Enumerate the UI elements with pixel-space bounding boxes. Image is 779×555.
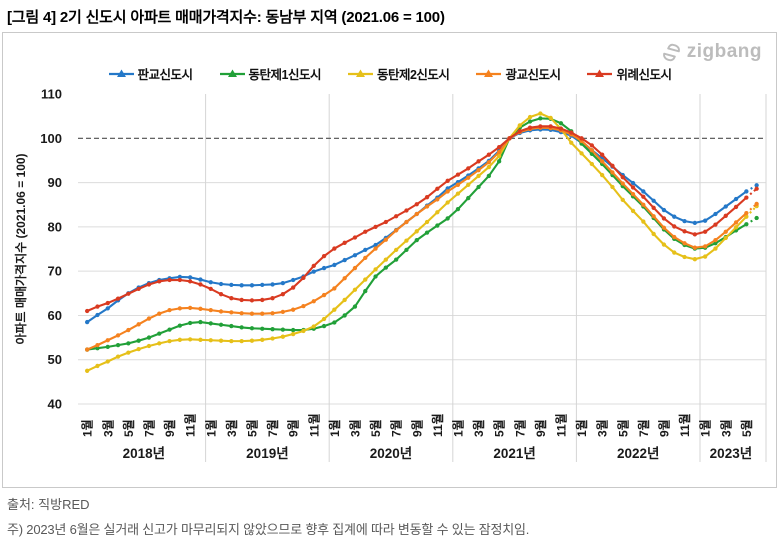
legend-marker-pangyo xyxy=(108,69,134,77)
legend-marker-wirye xyxy=(587,69,613,77)
legend-item-dongtan2: 동탄제2신도시 xyxy=(347,64,450,83)
zigbang-logo-text: zigbang xyxy=(686,41,762,62)
legend-label-wirye: 위례신도시 xyxy=(616,68,672,82)
legend-marker-dongtan1 xyxy=(219,69,245,77)
footnote-text: 주) 2023년 6월은 실거래 신고가 마무리되지 않았으므로 향후 집계에 … xyxy=(7,522,530,537)
chart-panel: zigbang 판교신도시 동탄제1신도시 동탄제2신도시 광교신도시 위례신도… xyxy=(2,32,777,488)
legend-label-dongtan2: 동탄제2신도시 xyxy=(376,68,450,82)
legend-item-wirye: 위례신도시 xyxy=(586,64,672,83)
figure-title: [그림 4] 2기 신도시 아파트 매매가격지수: 동남부 지역 (2021.0… xyxy=(7,9,445,26)
legend-marker-gwanggyo xyxy=(476,69,502,77)
legend-item-pangyo: 판교신도시 xyxy=(108,64,193,83)
legend-item-gwanggyo: 광교신도시 xyxy=(475,64,561,83)
legend-label-dongtan1: 동탄제1신도시 xyxy=(248,68,322,82)
legend-marker-dongtan2 xyxy=(347,69,373,77)
legend-label-pangyo: 판교신도시 xyxy=(137,68,194,82)
chart-legend: 판교신도시 동탄제1신도시 동탄제2신도시 광교신도시 위례신도시 xyxy=(3,64,776,83)
legend-label-gwanggyo: 광교신도시 xyxy=(505,68,561,82)
zigbang-logo-icon xyxy=(662,43,680,61)
legend-item-dongtan1: 동탄제1신도시 xyxy=(219,64,321,83)
zigbang-logo: zigbang xyxy=(661,41,762,63)
source-text: 출처: 직방RED xyxy=(7,497,90,512)
